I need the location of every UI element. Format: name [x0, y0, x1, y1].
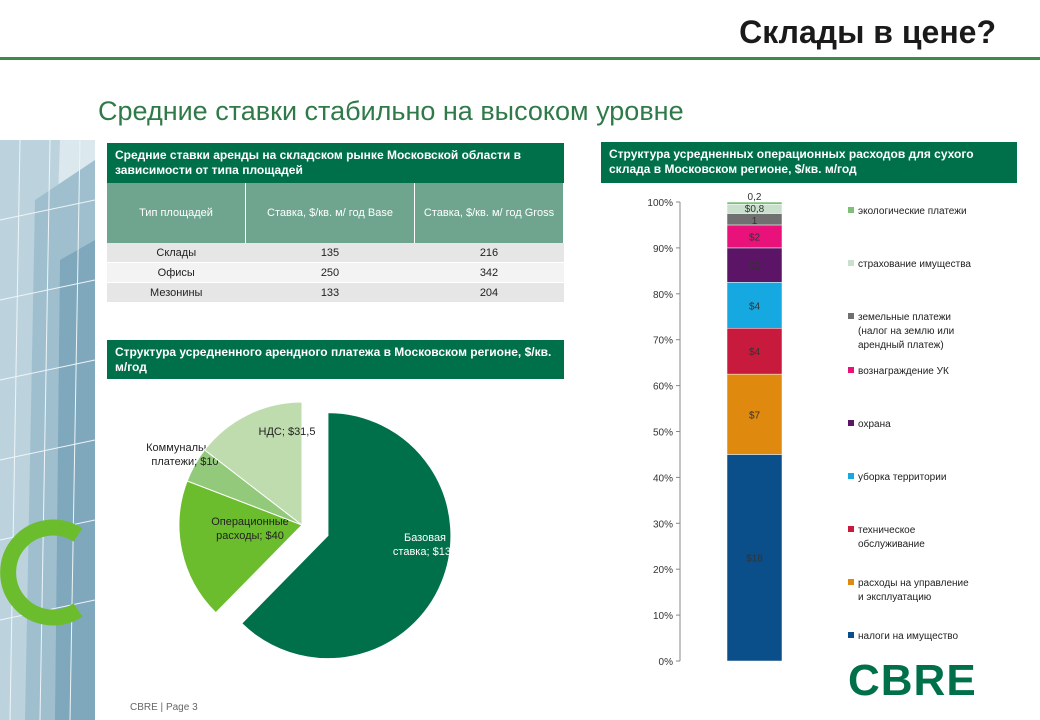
table-row: Мезонины 133 204	[107, 282, 564, 303]
y-tick-label: 30%	[653, 519, 673, 530]
footer-page-label: CBRE | Page 3	[130, 702, 198, 713]
table-cell: 250	[245, 262, 415, 283]
pie-slice	[241, 412, 452, 660]
table-cell: Мезонины	[107, 282, 246, 303]
pie-slice-label: Операционные расходы; $40	[211, 516, 289, 542]
table-row: Склады 135 216	[107, 243, 564, 263]
bar-data-label: $7	[749, 410, 761, 421]
legend-label: техническое обслуживание	[858, 525, 925, 550]
bar-segment	[726, 201, 783, 205]
legend-label: охрана	[858, 419, 891, 430]
legend-swatch	[848, 313, 854, 319]
pie-slice-label: Базовая ставка; $135	[393, 532, 457, 558]
column-header: Тип площадей	[107, 183, 246, 243]
legend-label: уборка территории	[858, 471, 946, 483]
page-subtitle: Средние ставки стабильно на высоком уров…	[98, 96, 684, 126]
bar-data-label: $2	[749, 232, 761, 243]
table-cell: Склады	[107, 243, 246, 263]
bar-data-label: $4	[749, 301, 761, 312]
page-title: Склады в цене?	[739, 14, 996, 50]
y-tick-label: 70%	[653, 336, 673, 347]
table-cell: 133	[245, 282, 415, 303]
y-tick-label: 100%	[647, 198, 673, 209]
pie-chart: Базовая ставка; $135 Операционные расходы; …	[146, 401, 457, 660]
table-cell: 342	[414, 262, 564, 283]
bar-segment	[726, 327, 783, 375]
bar-chart-title: Структура усредненных операционных расхо…	[601, 142, 1017, 183]
bar-data-label: $18	[746, 554, 763, 565]
rates-table-title: Средние ставки аренды на складском рынке…	[107, 143, 564, 183]
legend-label: страхование имущества	[858, 259, 971, 270]
bar-data-label: 1	[752, 216, 758, 227]
legend-swatch	[848, 260, 854, 266]
y-tick-label: 80%	[653, 290, 673, 301]
pie-slice-label: Коммунальные платежи; $10	[146, 442, 224, 468]
y-tick-label: 40%	[653, 473, 673, 484]
bar-data-label: $0,8	[745, 204, 765, 215]
legend-swatch	[848, 420, 854, 426]
bar-segment	[726, 247, 783, 283]
y-tick-label: 0%	[659, 657, 674, 668]
y-tick-label: 10%	[653, 611, 673, 622]
legend-label: земельные платежи (налог на землю или арен…	[858, 312, 954, 351]
legend-swatch	[848, 579, 854, 585]
legend-label: экологические платежи	[858, 206, 967, 217]
bar-segment	[726, 373, 783, 455]
legend-swatch	[848, 367, 854, 373]
bar-data-label: 0,2	[748, 192, 762, 203]
bar-segment	[726, 282, 783, 329]
y-tick-label: 50%	[653, 428, 673, 439]
column-header: Ставка, $/кв. м/ год Gross	[414, 183, 564, 243]
legend-swatch	[848, 526, 854, 532]
pie-chart-title: Структура усредненного арендного платежа…	[107, 340, 564, 379]
stacked-bar-chart: 0% 10% 20% 30% 40% 50% 60% 70% 80% 90% 100% $18 $7 $4…	[647, 192, 971, 668]
legend-label: расходы на управление и эксплуатацию	[858, 578, 969, 603]
table-cell: 204	[414, 282, 564, 303]
y-tick-label: 20%	[653, 565, 673, 576]
table-cell: 135	[245, 243, 415, 263]
bar-data-label: $3	[749, 261, 761, 272]
title-divider	[0, 57, 1040, 60]
column-header: Ставка, $/кв. м/ год Base	[245, 183, 415, 243]
legend-label: вознаграждение УК	[858, 366, 949, 377]
y-tick-label: 60%	[653, 382, 673, 393]
cbre-logo: CBRE	[848, 656, 977, 705]
pie-slice-label: НДС; $31,5	[259, 426, 316, 438]
table-cell: 216	[414, 243, 564, 263]
legend-swatch	[848, 632, 854, 638]
y-tick-label: 90%	[653, 244, 673, 255]
legend-label: налоги на имущество	[858, 631, 958, 642]
rates-table: Тип площадей Ставка, $/кв. м/ год Base С…	[107, 183, 564, 303]
building-decor-image	[0, 140, 95, 720]
legend-swatch	[848, 473, 854, 479]
pie-slice	[203, 401, 303, 527]
legend-swatch	[848, 207, 854, 213]
bar-data-label: $4	[749, 347, 761, 358]
bar-segment	[726, 454, 783, 662]
pie-slice	[178, 480, 303, 614]
table-row: Офисы 250 342	[107, 262, 564, 283]
table-cell: Офисы	[107, 262, 246, 283]
